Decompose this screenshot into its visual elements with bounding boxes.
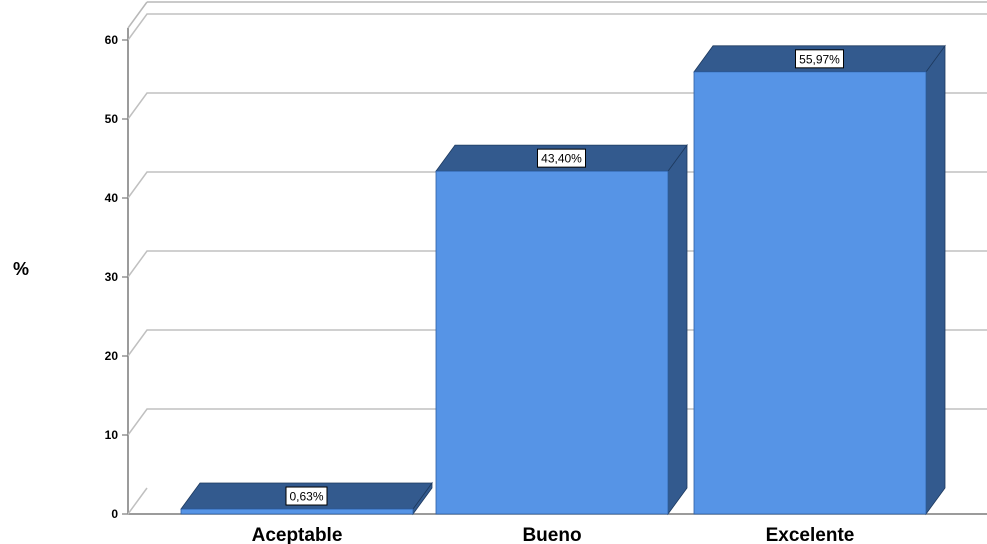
y-tick-label: 10	[105, 428, 119, 442]
y-tick-label: 30	[105, 270, 119, 284]
data-label: 55,97%	[799, 52, 840, 66]
bar-excelente: 55,97%	[693, 44, 946, 516]
bar-side	[925, 44, 946, 516]
x-tick-label: Excelente	[766, 525, 855, 544]
x-tick-label: Bueno	[522, 525, 581, 544]
bar-front	[693, 71, 927, 515]
y-axis-ticks: 0 10 20 30 40 50 60	[105, 33, 128, 521]
gridline	[127, 487, 148, 515]
data-label-box	[537, 148, 586, 168]
y-tick-label: 20	[105, 349, 119, 363]
bars: 0,63% 43,40% 55,97%	[180, 44, 946, 516]
bar-aceptable: 0,63%	[180, 481, 433, 516]
bar-front	[180, 508, 414, 515]
x-tick-label: Aceptable	[252, 525, 343, 544]
x-axis-labels: Aceptable Bueno Excelente	[252, 525, 855, 544]
bar-front	[435, 170, 669, 515]
y-tick-label: 40	[105, 191, 119, 205]
data-label: 43,40%	[541, 152, 582, 166]
data-label: 0,63%	[289, 490, 323, 504]
y-tick-label: 60	[105, 33, 119, 47]
y-tick-label: 50	[105, 112, 119, 126]
bar-side	[667, 143, 688, 516]
y-axis-title: %	[13, 259, 29, 279]
wall-corner	[127, 1, 148, 29]
bar-bueno: 43,40%	[435, 143, 688, 516]
y-tick-label: 0	[111, 507, 118, 521]
gridline	[127, 13, 987, 41]
data-label-box	[795, 49, 844, 69]
data-label-box	[285, 486, 328, 506]
